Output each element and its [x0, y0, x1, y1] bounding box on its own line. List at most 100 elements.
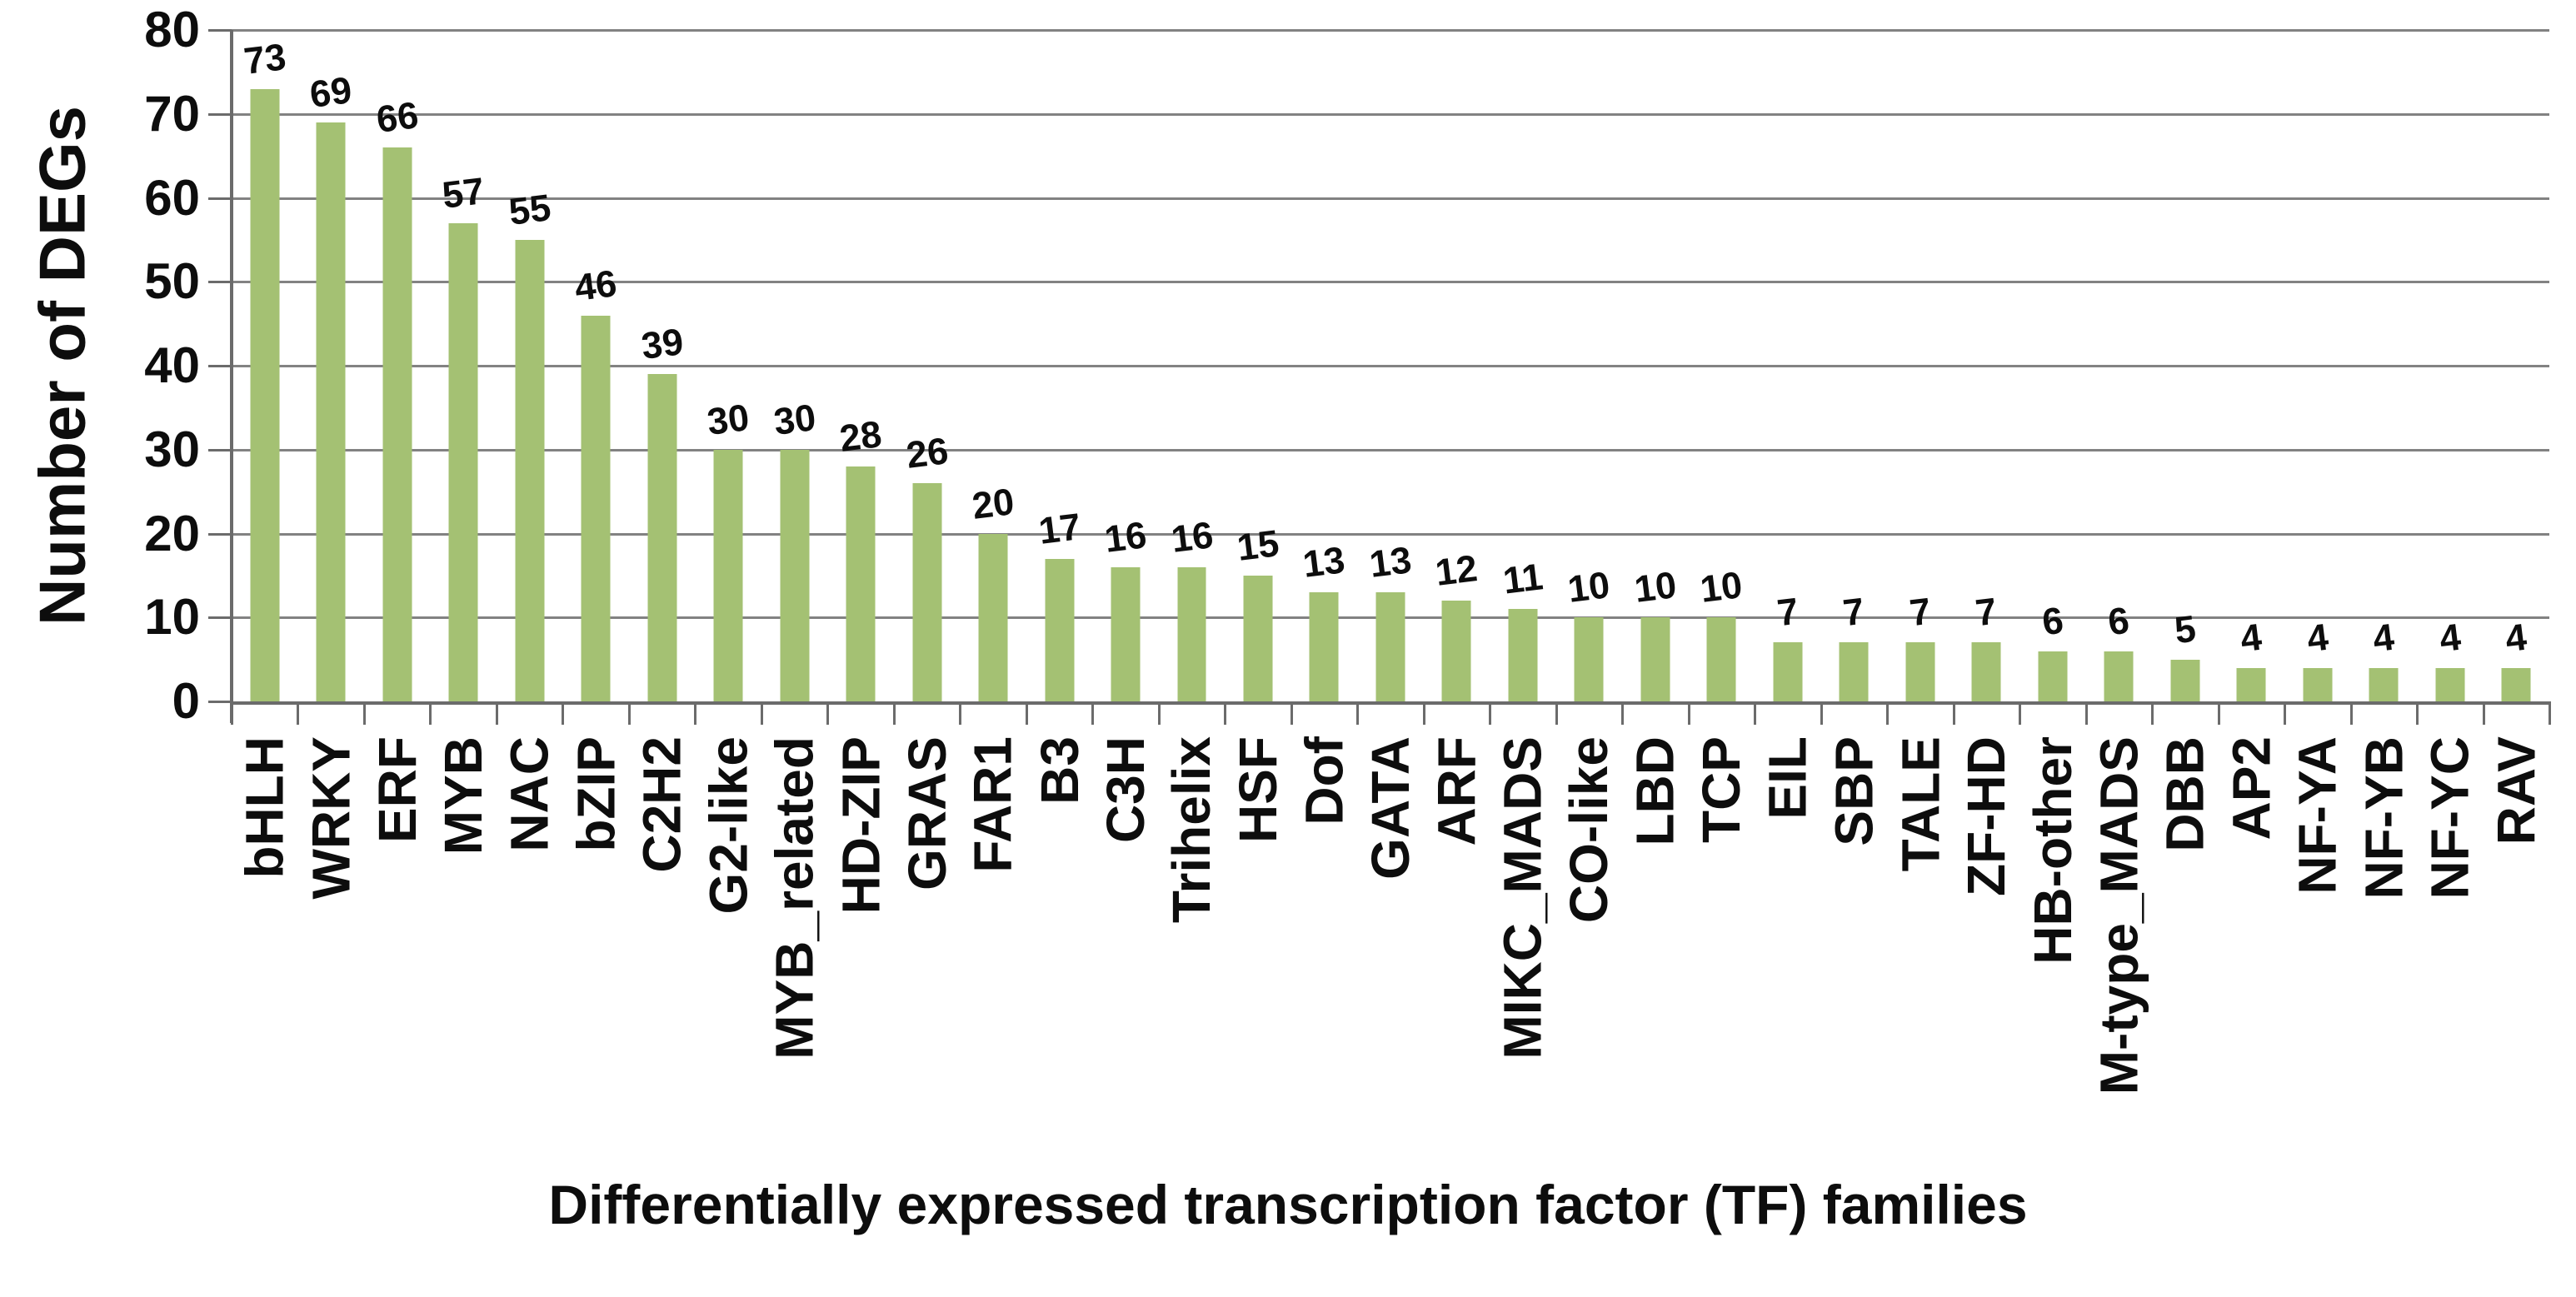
- y-tick-label-20: 20: [144, 505, 200, 561]
- y-tick-label-40: 40: [144, 337, 200, 393]
- bar-TCP: [1706, 617, 1736, 701]
- bar-slot-GATA: 13: [1357, 30, 1423, 701]
- value-label-bHLH: 73: [241, 34, 288, 82]
- x-category-cell-Dof: Dof: [1291, 736, 1357, 1131]
- bar-TALE: [1905, 642, 1935, 701]
- x-category-cell-C2H2: C2H2: [629, 736, 695, 1131]
- bar-slot-HSF: 15: [1225, 30, 1290, 701]
- x-tick-mark-17: [1356, 705, 1360, 725]
- x-category-label-LBD: LBD: [1625, 736, 1685, 846]
- bar-HSF: [1243, 575, 1273, 701]
- value-label-GATA: 13: [1366, 538, 1414, 586]
- x-category-label-MIKC_MADS: MIKC_MADS: [1492, 736, 1553, 1060]
- bar-ZF-HD: [1971, 642, 2001, 701]
- x-category-cell-ARF: ARF: [1424, 736, 1490, 1131]
- bar-slot-TALE: 7: [1887, 30, 1953, 701]
- value-label-TALE: 7: [1907, 590, 1934, 635]
- x-category-label-HD-ZIP: HD-ZIP: [831, 736, 891, 915]
- x-tick-mark-14: [1157, 705, 1161, 725]
- x-category-cell-AP2: AP2: [2219, 736, 2284, 1131]
- x-tick-mark-16: [1290, 705, 1293, 725]
- value-label-Trihelix: 16: [1168, 512, 1216, 561]
- bar-slot-ERF: 66: [364, 30, 430, 701]
- x-category-label-bZIP: bZIP: [566, 736, 627, 852]
- x-category-label-SBP: SBP: [1824, 736, 1885, 846]
- x-axis-line: [230, 701, 2551, 705]
- bar-slot-LBD: 10: [1622, 30, 1688, 701]
- x-category-label-MYB: MYB: [433, 736, 494, 856]
- x-tick-mark-19: [1489, 705, 1492, 725]
- bar-slot-NF-YC: 4: [2417, 30, 2483, 701]
- x-tick-mark-0: [231, 705, 233, 725]
- x-category-label-GATA: GATA: [1360, 736, 1420, 880]
- value-label-HB-other: 6: [2039, 598, 2066, 643]
- bar-slot-bHLH: 73: [232, 30, 297, 701]
- bar-RAV: [2501, 667, 2531, 701]
- x-tick-mark-31: [2284, 705, 2287, 725]
- bar-slot-M-type_MADS: 6: [2086, 30, 2152, 701]
- bar-bZIP: [581, 315, 611, 701]
- x-tick-mark-29: [2151, 705, 2154, 725]
- value-label-NAC: 55: [506, 186, 553, 233]
- x-category-cell-NF-YA: NF-YA: [2284, 736, 2350, 1131]
- bar-slot-B3: 17: [1026, 30, 1092, 701]
- x-category-label-FAR1: FAR1: [963, 736, 1024, 873]
- bar-B3: [1045, 558, 1075, 701]
- x-tick-mark-33: [2416, 705, 2419, 725]
- bar-NF-YB: [2369, 667, 2399, 701]
- bar-slot-HD-ZIP: 28: [827, 30, 893, 701]
- bar-slot-bZIP: 46: [562, 30, 628, 701]
- gridline-y-60: [232, 197, 2549, 200]
- value-label-B3: 17: [1036, 504, 1083, 552]
- bar-slot-MYB: 57: [430, 30, 496, 701]
- x-category-cell-MIKC_MADS: MIKC_MADS: [1490, 736, 1555, 1131]
- x-axis-title: Differentially expressed transcription f…: [548, 1174, 2028, 1235]
- x-category-label-Trihelix: Trihelix: [1161, 736, 1222, 924]
- bar-slot-ZF-HD: 7: [1954, 30, 2019, 701]
- value-label-HD-ZIP: 28: [837, 412, 884, 460]
- bar-slot-NF-YA: 4: [2284, 30, 2350, 701]
- bar-G2-like: [713, 449, 743, 701]
- bar-NAC: [515, 239, 545, 701]
- value-label-HSF: 15: [1234, 521, 1281, 569]
- x-tick-mark-10: [892, 705, 896, 725]
- x-category-cell-ZF-HD: ZF-HD: [1954, 736, 2019, 1131]
- value-label-MYB: 57: [440, 168, 487, 217]
- y-tick-mark-10: [208, 616, 232, 620]
- x-category-label-HSF: HSF: [1228, 736, 1289, 843]
- bar-slot-NAC: 55: [497, 30, 562, 701]
- gridline-y-80: [232, 29, 2549, 32]
- bar-ARF: [1441, 601, 1471, 701]
- x-category-cell-RAV: RAV: [2483, 736, 2549, 1131]
- value-label-EIL: 7: [1775, 590, 1801, 635]
- x-tick-mark-3: [429, 705, 432, 725]
- x-category-cell-TCP: TCP: [1689, 736, 1755, 1131]
- x-category-label-C2H2: C2H2: [632, 736, 692, 873]
- bar-CO-like: [1574, 617, 1604, 701]
- x-tick-mark-35: [2549, 705, 2551, 725]
- gridline-y-50: [232, 281, 2549, 284]
- x-tick-mark-24: [1820, 705, 1823, 725]
- value-label-ARF: 12: [1433, 546, 1480, 594]
- x-category-label-DBB: DBB: [2154, 736, 2215, 852]
- x-category-cell-M-type_MADS: M-type_MADS: [2086, 736, 2152, 1131]
- x-tick-mark-2: [362, 705, 366, 725]
- x-category-cell-Trihelix: Trihelix: [1159, 736, 1225, 1131]
- x-category-label-NF-YC: NF-YC: [2419, 736, 2480, 900]
- x-category-cell-MYB: MYB: [430, 736, 496, 1131]
- bar-slot-NF-YB: 4: [2351, 30, 2417, 701]
- bar-bHLH: [250, 88, 280, 701]
- bar-MYB: [448, 222, 478, 701]
- x-tick-mark-4: [495, 705, 498, 725]
- bar-HB-other: [2038, 651, 2068, 701]
- y-tick-label-10: 10: [144, 589, 200, 646]
- x-tick-mark-6: [627, 705, 631, 725]
- y-tick-label-30: 30: [144, 421, 200, 477]
- value-label-ZF-HD: 7: [1973, 590, 1999, 635]
- bar-Dof: [1310, 592, 1339, 701]
- value-label-GRAS: 26: [903, 429, 951, 476]
- x-category-cell-TALE: TALE: [1887, 736, 1953, 1131]
- bar-MIKC_MADS: [1508, 609, 1538, 701]
- value-label-NF-YA: 4: [2304, 615, 2331, 661]
